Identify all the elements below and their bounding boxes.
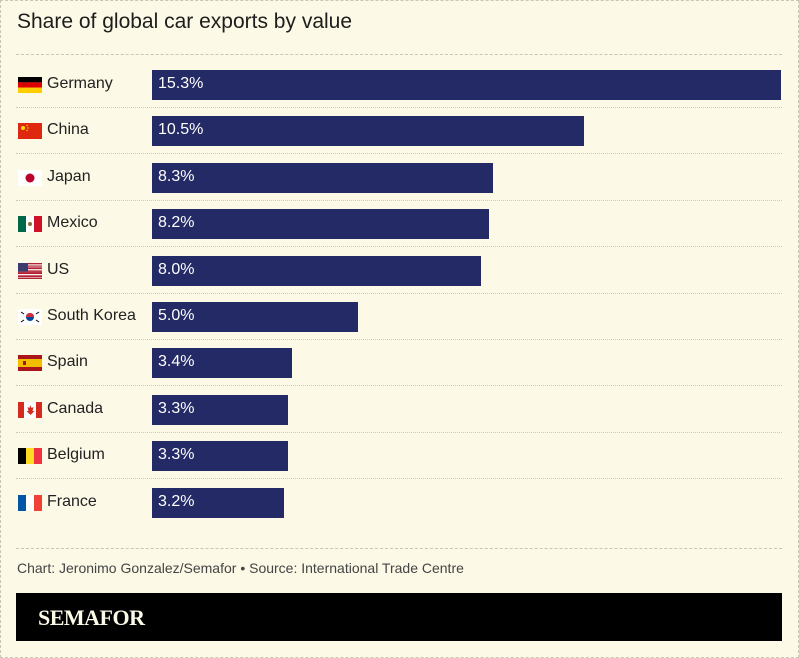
bar [152, 302, 358, 332]
bar-row: Belgium 3.3% [16, 433, 782, 480]
bar-row: Japan 8.3% [16, 155, 782, 201]
bar [152, 70, 781, 100]
value-label: 10.5% [158, 121, 204, 139]
bar [152, 209, 490, 240]
bar [152, 255, 481, 286]
bar-row: US 8.0% [16, 248, 782, 294]
category-label: Belgium [47, 446, 105, 464]
bar [152, 394, 288, 425]
bar-row: Mexico 8.2% [16, 201, 782, 248]
china-flag-icon [18, 123, 42, 140]
divider [16, 54, 782, 55]
category-label: Japan [47, 167, 91, 185]
bar-row: China 10.5% [16, 108, 782, 155]
row-separator [16, 107, 782, 108]
semafor-logo: SEMAFOR [38, 605, 145, 630]
value-label: 3.4% [158, 353, 195, 371]
bar-row: Germany 15.3% [16, 62, 782, 108]
row-separator [16, 431, 782, 433]
credit-line: Chart: Jeronimo Gonzalez/Semafor • Sourc… [17, 560, 464, 576]
divider [16, 548, 782, 549]
row-separator [16, 153, 782, 155]
belgium-flag-icon [18, 448, 42, 465]
value-label: 8.3% [158, 167, 195, 185]
us-flag-icon [18, 262, 42, 279]
category-label: Spain [47, 353, 88, 371]
japan-flag-icon [18, 169, 42, 186]
value-label: 3.3% [158, 399, 195, 417]
value-label: 3.3% [158, 446, 195, 464]
bar-row: Canada 3.3% [16, 387, 782, 433]
bar [152, 441, 288, 472]
category-label: Mexico [47, 214, 98, 232]
germany-flag-icon [18, 77, 42, 93]
row-separator [16, 199, 782, 201]
chart-title: Share of global car exports by value [17, 10, 353, 33]
row-separator [16, 478, 782, 480]
category-label: South Korea [47, 307, 136, 324]
row-separator [16, 292, 782, 294]
bar-row: South Korea 5.0% [16, 294, 782, 340]
bar [152, 348, 292, 379]
value-label: 15.3% [158, 75, 204, 92]
row-separator [16, 246, 782, 248]
category-label: France [47, 492, 97, 510]
bar [152, 487, 284, 518]
canada-flag-icon [18, 401, 42, 418]
value-label: 8.2% [158, 214, 195, 232]
value-label: 8.0% [158, 260, 195, 278]
bar-row: France 3.2% [16, 480, 782, 526]
category-label: Germany [47, 75, 113, 92]
value-label: 5.0% [158, 307, 195, 324]
row-separator [16, 385, 782, 387]
mexico-flag-icon [18, 216, 42, 233]
category-label: China [47, 121, 89, 139]
category-label: US [47, 260, 70, 278]
spain-flag-icon [18, 355, 42, 372]
south-korea-flag-icon [18, 309, 42, 325]
bar [152, 116, 584, 147]
bar-row: Spain 3.4% [16, 340, 782, 387]
footer-bar: SEMAFOR [16, 593, 782, 641]
france-flag-icon [18, 494, 42, 511]
row-separator [16, 339, 782, 340]
category-label: Canada [47, 399, 104, 417]
value-label: 3.2% [158, 492, 195, 510]
bar [152, 162, 494, 193]
